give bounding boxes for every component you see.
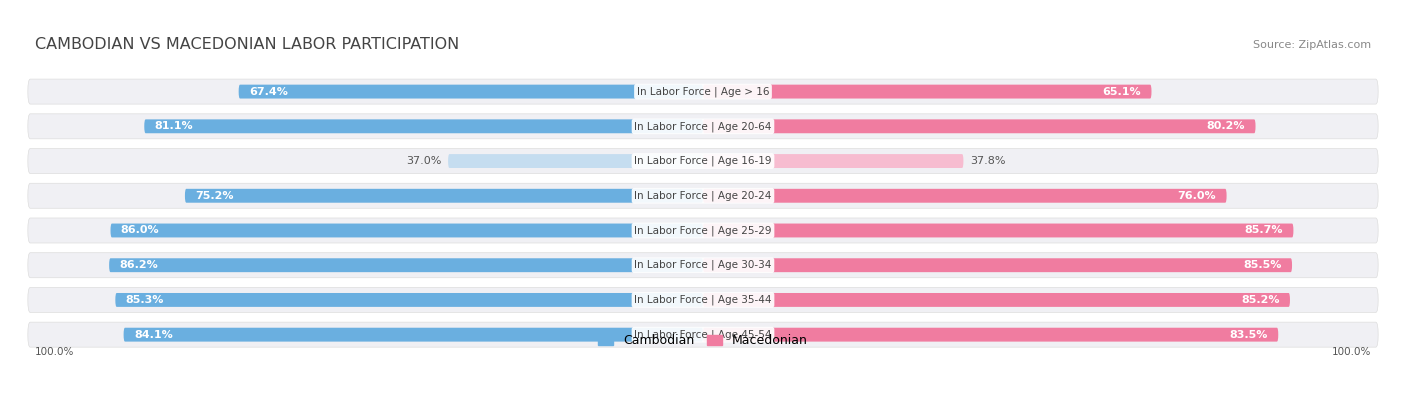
Text: In Labor Force | Age 45-54: In Labor Force | Age 45-54 xyxy=(634,329,772,340)
FancyBboxPatch shape xyxy=(28,149,1378,173)
FancyBboxPatch shape xyxy=(703,85,1152,98)
Text: 67.4%: 67.4% xyxy=(249,87,288,97)
Text: 37.0%: 37.0% xyxy=(406,156,441,166)
FancyBboxPatch shape xyxy=(28,288,1378,312)
FancyBboxPatch shape xyxy=(703,328,1278,342)
Legend: Cambodian, Macedonian: Cambodian, Macedonian xyxy=(593,329,813,352)
Text: In Labor Force | Age 35-44: In Labor Force | Age 35-44 xyxy=(634,295,772,305)
Text: 81.1%: 81.1% xyxy=(155,121,193,131)
Text: 76.0%: 76.0% xyxy=(1178,191,1216,201)
FancyBboxPatch shape xyxy=(28,183,1378,208)
Text: CAMBODIAN VS MACEDONIAN LABOR PARTICIPATION: CAMBODIAN VS MACEDONIAN LABOR PARTICIPAT… xyxy=(35,37,458,52)
FancyBboxPatch shape xyxy=(703,189,1226,203)
FancyBboxPatch shape xyxy=(115,293,703,307)
Text: 100.0%: 100.0% xyxy=(1331,347,1371,357)
FancyBboxPatch shape xyxy=(703,119,1256,133)
Text: In Labor Force | Age 30-34: In Labor Force | Age 30-34 xyxy=(634,260,772,271)
FancyBboxPatch shape xyxy=(145,119,703,133)
FancyBboxPatch shape xyxy=(186,189,703,203)
FancyBboxPatch shape xyxy=(28,114,1378,139)
Text: In Labor Force | Age 20-24: In Labor Force | Age 20-24 xyxy=(634,190,772,201)
Text: 86.0%: 86.0% xyxy=(121,226,159,235)
FancyBboxPatch shape xyxy=(703,154,963,168)
FancyBboxPatch shape xyxy=(703,293,1289,307)
Text: 100.0%: 100.0% xyxy=(35,347,75,357)
FancyBboxPatch shape xyxy=(449,154,703,168)
Text: 65.1%: 65.1% xyxy=(1102,87,1142,97)
Text: Source: ZipAtlas.com: Source: ZipAtlas.com xyxy=(1253,40,1371,50)
Text: In Labor Force | Age 25-29: In Labor Force | Age 25-29 xyxy=(634,225,772,236)
FancyBboxPatch shape xyxy=(703,258,1292,272)
Text: 85.2%: 85.2% xyxy=(1241,295,1279,305)
Text: 37.8%: 37.8% xyxy=(970,156,1005,166)
Text: 84.1%: 84.1% xyxy=(134,330,173,340)
FancyBboxPatch shape xyxy=(28,322,1378,347)
FancyBboxPatch shape xyxy=(28,79,1378,104)
FancyBboxPatch shape xyxy=(110,258,703,272)
Text: 83.5%: 83.5% xyxy=(1230,330,1268,340)
Text: In Labor Force | Age > 16: In Labor Force | Age > 16 xyxy=(637,87,769,97)
Text: In Labor Force | Age 16-19: In Labor Force | Age 16-19 xyxy=(634,156,772,166)
Text: In Labor Force | Age 20-64: In Labor Force | Age 20-64 xyxy=(634,121,772,132)
FancyBboxPatch shape xyxy=(124,328,703,342)
Text: 85.7%: 85.7% xyxy=(1244,226,1284,235)
FancyBboxPatch shape xyxy=(28,253,1378,278)
FancyBboxPatch shape xyxy=(239,85,703,98)
Text: 85.5%: 85.5% xyxy=(1243,260,1282,270)
FancyBboxPatch shape xyxy=(703,224,1294,237)
Text: 75.2%: 75.2% xyxy=(195,191,233,201)
FancyBboxPatch shape xyxy=(111,224,703,237)
Text: 86.2%: 86.2% xyxy=(120,260,159,270)
Text: 80.2%: 80.2% xyxy=(1206,121,1246,131)
FancyBboxPatch shape xyxy=(28,218,1378,243)
Text: 85.3%: 85.3% xyxy=(125,295,165,305)
